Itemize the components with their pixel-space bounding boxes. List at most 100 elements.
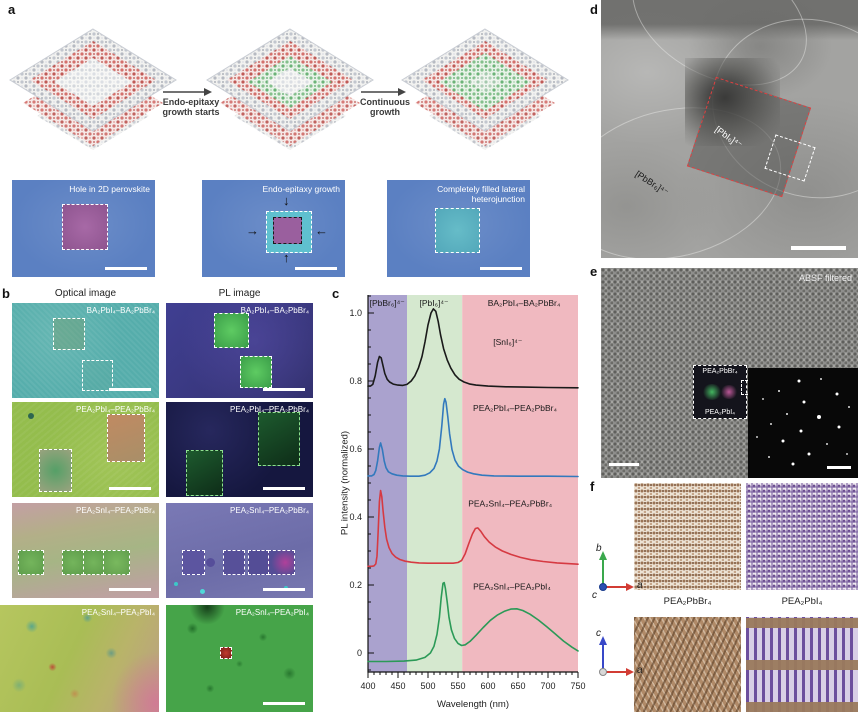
scale-bar [263, 587, 305, 591]
micrograph-endo-epitaxy: Endo-epitaxy growth ↓ ↑ → ← [202, 180, 345, 277]
structure-pbbr-top-view [634, 483, 741, 590]
axis-a-label: a [637, 580, 643, 591]
sample-label: PEA₂PbI₄–PEA₂PbBr₄ [76, 405, 155, 414]
roi-box [107, 414, 145, 462]
crystal-schematic-filled [400, 12, 570, 162]
scale-bar [263, 701, 305, 705]
micrograph-hole: Hole in 2D perovskite [12, 180, 155, 277]
pl-image-ba2pbi4: BA₂PbI₄–BA₂PbBr₄ [166, 303, 313, 398]
svg-text:0.4: 0.4 [349, 512, 362, 522]
svg-text:[PbI₆]⁴⁻: [PbI₆]⁴⁻ [419, 298, 448, 308]
micrograph-caption: Endo-epitaxy growth [262, 184, 341, 194]
roi-box [82, 360, 113, 391]
roi-box [83, 550, 104, 575]
sample-label: PEA₂SnI₄–PEA₂PbI₄ [235, 608, 309, 617]
svg-text:450: 450 [390, 681, 405, 691]
svg-text:0: 0 [357, 648, 362, 658]
axis-b-label: b [596, 543, 602, 554]
axis-gizmo-bottom [593, 630, 645, 684]
svg-text:0.6: 0.6 [349, 444, 362, 454]
svg-text:PEA₂PbI₄–PEA₂PbBr₄: PEA₂PbI₄–PEA₂PbBr₄ [473, 403, 557, 413]
roi-box [62, 550, 84, 575]
scale-bar [480, 266, 522, 270]
defect-spot [174, 582, 178, 586]
svg-text:700: 700 [540, 681, 555, 691]
svg-text:Wavelength (nm): Wavelength (nm) [437, 699, 509, 710]
roi-box [39, 449, 72, 492]
optical-image-pea2pbi4: PEA₂PbI₄–PEA₂PbBr₄ [12, 402, 159, 497]
column-header-optical: Optical image [54, 288, 117, 299]
diffraction-spots [748, 368, 750, 370]
sample-label: PEA₂SnI₄–PEA₂PbBr₄ [76, 506, 155, 515]
svg-text:650: 650 [510, 681, 525, 691]
panel-b-letter: b [2, 286, 10, 301]
inset-bottom-label: PEA₂PbI₄ [704, 409, 736, 416]
svg-text:500: 500 [420, 681, 435, 691]
inward-arrow-up-icon: ↑ [283, 250, 290, 265]
scale-bar [109, 486, 151, 490]
structure-pbi-side-view [746, 617, 858, 712]
svg-text:400: 400 [360, 681, 375, 691]
sample-label: PEA₂SnI₄–PEA₂PbI₄ [81, 608, 155, 617]
optical-image-ba2pbi4: BA₂PbI₄–BA₂PbBr₄ [12, 303, 159, 398]
scale-bar [263, 486, 305, 490]
growth-step-1-label: Endo-epitaxy growth starts [162, 97, 220, 118]
defect-spot [206, 558, 215, 567]
inset-top-label: PEA₂PbBr₄ [702, 368, 738, 375]
svg-text:PEA₂SnI₄–PEA₂PbI₄: PEA₂SnI₄–PEA₂PbI₄ [473, 582, 551, 592]
pl-image-pea2sni4-pbi: PEA₂SnI₄–PEA₂PbI₄ [166, 605, 313, 712]
roi-box [258, 412, 300, 466]
bromide-map-spot [702, 384, 722, 400]
filter-label: ABSF filtered [798, 273, 852, 283]
optical-image-pea2sni4-pbi: PEA₂SnI₄–PEA₂PbI₄ [0, 605, 159, 712]
structure-pbbr-side-view [634, 617, 741, 712]
scale-bar [609, 462, 639, 466]
roi-box [103, 550, 130, 575]
scale-bar [295, 266, 337, 270]
roi-box [62, 204, 108, 250]
crystal-schematic-growing [205, 12, 375, 162]
scale-bar [827, 466, 851, 469]
axis-c-label: c [592, 590, 597, 601]
svg-text:750: 750 [570, 681, 585, 691]
growth-arrow-1 [163, 84, 213, 102]
panel-c-letter: c [332, 286, 340, 301]
column-header-pl: PL image [218, 288, 261, 299]
roi-box [214, 313, 249, 348]
growth-step-2-label: Continuous growth [360, 97, 410, 118]
scale-bar [109, 587, 151, 591]
panel-e-letter: e [590, 264, 598, 279]
roi-box [223, 550, 245, 575]
svg-text:1.0: 1.0 [349, 308, 362, 318]
scale-bar [109, 387, 151, 391]
structure-pbi-top-view [746, 483, 858, 590]
roi-box [186, 450, 223, 496]
svg-text:550: 550 [450, 681, 465, 691]
svg-text:600: 600 [480, 681, 495, 691]
roi-box [182, 550, 205, 575]
sample-label: BA₂PbI₄–BA₂PbBr₄ [240, 306, 309, 315]
defect-spot [200, 589, 205, 594]
structure-label-pbbr: PEA₂PbBr₄ [663, 596, 712, 607]
svg-text:PEA₂SnI₄–PEA₂PbBr₄: PEA₂SnI₄–PEA₂PbBr₄ [468, 498, 552, 508]
svg-text:[SnI₆]⁴⁻: [SnI₆]⁴⁻ [493, 337, 522, 347]
sample-label: PEA₂SnI₄–PEA₂PbBr₄ [230, 506, 309, 515]
growth-arrow-2 [361, 84, 407, 102]
svg-text:0.8: 0.8 [349, 376, 362, 386]
roi-box [240, 356, 272, 388]
pl-image-pea2pbi4: PEA₂PbI₄–PEA₂PbBr₄ [166, 402, 313, 497]
defect-spot [28, 413, 34, 419]
sample-label: PEA₂PbI₄–PEA₂PbBr₄ [230, 405, 309, 414]
micrograph-filled: Completely filled lateral heterojunction [387, 180, 530, 277]
scale-bar [105, 266, 147, 270]
optical-image-pea2sni4-pbbr: PEA₂SnI₄–PEA₂PbBr₄ [12, 503, 159, 598]
structure-label-pbi: PEA₂PbI₄ [781, 596, 823, 607]
y-axis-label: PL intensity (normalized) [339, 430, 351, 536]
scale-bar [791, 246, 846, 250]
inward-arrow-left-icon: ← [315, 223, 328, 238]
roi-box [220, 647, 232, 659]
axis-gizmo-top [593, 545, 645, 599]
svg-text:[PbBr₆]⁴⁻: [PbBr₆]⁴⁻ [370, 298, 405, 308]
panel-f-letter: f [590, 479, 595, 494]
pl-spectra-chart: PL intensity (normalized) 400 450 500 550 60… [332, 285, 590, 712]
